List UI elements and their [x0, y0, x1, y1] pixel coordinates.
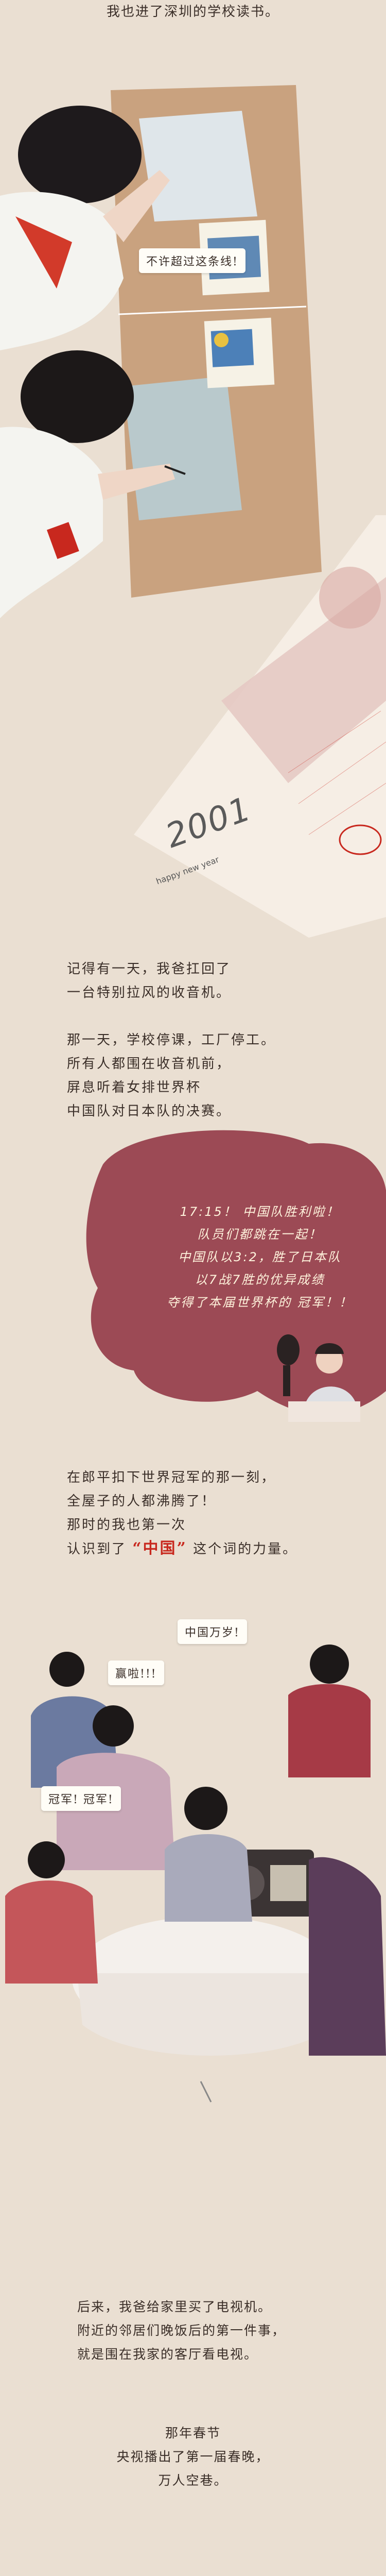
classroom-illustration [0, 85, 322, 618]
broadcast-line: 17:15！ 中国队胜利啦！ [180, 1205, 340, 1219]
crowd-illustration [5, 1645, 386, 2103]
shout-champion-bubble: 冠军! 冠军! [41, 1786, 121, 1811]
broadcast-cloud [86, 1130, 386, 1422]
tv-line: 就是围在我家的客厅看电视。 [77, 2347, 258, 2362]
story-line: 屏息听着女排世界杯 [67, 1080, 202, 1095]
calendar-graphic [134, 515, 386, 938]
tv-line: 附近的邻居们晚饭后的第一件事， [77, 2323, 286, 2338]
radio-story-text: 记得有一天，我爸扛回了 一台特别拉风的收音机。 那一天，学校停课，工厂停工。 所… [67, 957, 276, 1123]
notebook-top [139, 111, 257, 222]
victory-line-highlight: 认识到了 “中国” 这个词的力量。 [67, 1539, 298, 1557]
notebook-bottom [124, 376, 242, 520]
festival-line: 万人空巷。 [158, 2473, 228, 2488]
listener-head [277, 1334, 300, 1365]
circled-date [339, 824, 382, 855]
broadcast-text: 17:15！ 中国队胜利啦！ 队员们都跳在一起！ 中国队以3:2，胜了日本队 以… [147, 1200, 373, 1314]
victory-line: 那时的我也第一次 [67, 1517, 187, 1533]
tv-story-text: 后来，我爸给家里买了电视机。 附近的邻居们晚饭后的第一件事， 就是围在我家的客厅… [77, 2295, 286, 2366]
student-girl-hair [18, 106, 142, 204]
spring-festival-text: 那年春节 央视播出了第一届春晚， 万人空巷。 [0, 2421, 386, 2493]
shout-win-bubble: 赢啦!!! [108, 1660, 164, 1685]
speech-bubble-line: 不许超过这条线! [139, 248, 245, 273]
student-boy-hair [21, 350, 134, 443]
festival-line: 那年春节 [165, 2426, 221, 2441]
caption-school: 我也进了深圳的学校读书。 [106, 4, 279, 20]
china-highlight: “中国” [132, 1539, 187, 1557]
floor-stick [200, 2081, 212, 2103]
story-line: 那一天，学校停课，工厂停工。 [67, 1032, 276, 1048]
broadcast-line: 以7战7胜的优异成绩 [195, 1273, 325, 1287]
broadcast-line: 夺得了本届世界杯的 冠军！！ [167, 1295, 353, 1310]
victory-line: 在郎平扣下世界冠军的那一刻， [67, 1470, 276, 1485]
tv-line: 后来，我爸给家里买了电视机。 [77, 2299, 272, 2314]
red-scarf [15, 216, 72, 289]
broadcast-line: 中国队以3:2，胜了日本队 [178, 1250, 342, 1264]
shout-china-bubble: 中国万岁! [178, 1619, 247, 1644]
story-line: 所有人都围在收音机前， [67, 1056, 232, 1072]
broadcast-line: 队员们都跳在一起！ [197, 1227, 323, 1242]
victory-text: 在郎平扣下世界冠军的那一刻， 全屋子的人都沸腾了！ 那时的我也第一次 认识到了 … [67, 1466, 297, 1561]
festival-line: 央视播出了第一届春晚， [116, 2449, 270, 2464]
story-line: 中国队对日本队的决赛。 [67, 1104, 232, 1119]
victory-line: 全屋子的人都沸腾了！ [67, 1494, 217, 1509]
story-line: 一台特别拉风的收音机。 [67, 985, 232, 1001]
story-line [67, 1005, 276, 1028]
student-boy-shirt [0, 427, 103, 618]
desk-divider-line [118, 306, 307, 315]
story-line: 记得有一天，我爸扛回了 [67, 961, 232, 977]
